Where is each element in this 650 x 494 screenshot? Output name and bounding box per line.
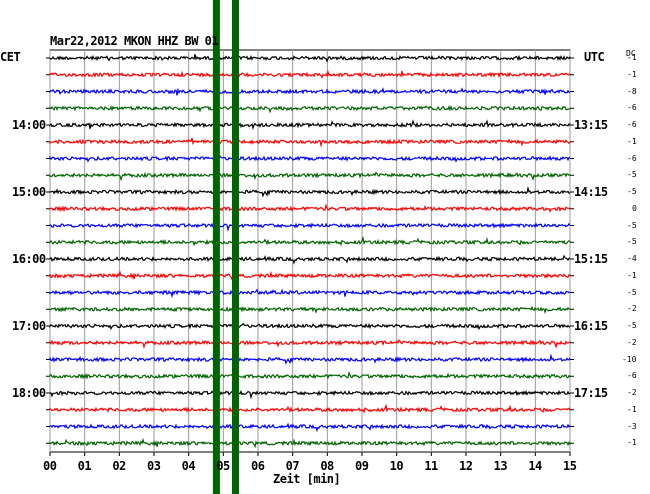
trace-10 bbox=[49, 222, 571, 232]
trace-8 bbox=[49, 185, 571, 198]
grid bbox=[46, 49, 574, 456]
left-hour-label-4: 18:00 bbox=[12, 386, 46, 400]
x-tick-label-10: 10 bbox=[389, 459, 404, 473]
trace-4 bbox=[49, 119, 571, 131]
trace-15 bbox=[49, 305, 571, 315]
dc-offset-18: -10 bbox=[622, 354, 637, 364]
x-tick-label-3: 03 bbox=[147, 459, 161, 473]
cet-label: CET bbox=[0, 50, 21, 64]
highlight-lines bbox=[212, 0, 239, 494]
right-hour-label-4: 17:15 bbox=[574, 386, 608, 400]
x-tick-label-2: 02 bbox=[112, 459, 126, 473]
x-tick-label-15: 15 bbox=[563, 459, 577, 473]
utc-label: UTC bbox=[584, 50, 605, 64]
x-axis-label: Zeit [min] bbox=[273, 472, 341, 486]
x-tick-label-0: 00 bbox=[43, 459, 57, 473]
trace-16 bbox=[49, 322, 571, 331]
dc-offset-12: -4 bbox=[627, 254, 637, 263]
right-hour-label-1: 14:15 bbox=[574, 185, 608, 199]
trace-5 bbox=[49, 137, 571, 148]
dc-offset-10: -5 bbox=[627, 220, 637, 230]
trace-7 bbox=[49, 171, 571, 182]
dc-offset-15: -2 bbox=[627, 304, 637, 314]
dc-offset-13: -1 bbox=[627, 270, 637, 280]
right-hour-label-0: 13:15 bbox=[574, 118, 608, 132]
x-tick-label-8: 08 bbox=[320, 459, 334, 473]
dc-offset-3: -6 bbox=[627, 103, 637, 113]
dc-offset-7: -5 bbox=[627, 170, 637, 180]
dc-offset-19: -6 bbox=[627, 371, 637, 381]
dc-offset-4: -6 bbox=[627, 120, 637, 129]
left-hour-label-2: 16:00 bbox=[12, 252, 46, 266]
traces bbox=[49, 54, 571, 449]
dc-offset-17: -2 bbox=[627, 337, 637, 347]
trace-14 bbox=[49, 288, 571, 299]
trace-11 bbox=[49, 236, 571, 247]
trace-22 bbox=[49, 422, 571, 433]
x-tick-label-6: 06 bbox=[251, 459, 265, 473]
x-tick-label-11: 11 bbox=[424, 459, 438, 473]
dc-offset-2: -8 bbox=[627, 86, 637, 96]
dc-offset-14: -5 bbox=[627, 287, 637, 297]
dc-offset-21: -1 bbox=[627, 404, 637, 414]
trace-17 bbox=[49, 338, 571, 349]
dc-offset-1: -1 bbox=[627, 69, 637, 79]
dc-offset-22: -3 bbox=[627, 421, 637, 431]
trace-2 bbox=[49, 87, 571, 96]
x-tick-label-14: 14 bbox=[528, 459, 542, 473]
right-hour-label-2: 15:15 bbox=[574, 252, 608, 266]
chart-title: Mar22,2012 MKON HHZ BW 01 bbox=[50, 34, 219, 48]
trace-9 bbox=[49, 203, 571, 214]
x-tick-label-4: 04 bbox=[181, 459, 196, 473]
trace-0 bbox=[49, 54, 571, 63]
x-tick-label-1: 01 bbox=[77, 459, 92, 473]
trace-1 bbox=[49, 69, 571, 79]
plot-frame bbox=[49, 49, 571, 453]
trace-13 bbox=[49, 270, 571, 282]
left-hour-label-1: 15:00 bbox=[12, 185, 46, 199]
trace-18 bbox=[49, 353, 571, 365]
dc-offset-20: -2 bbox=[627, 388, 637, 397]
dc-offset-23: -1 bbox=[627, 438, 637, 448]
dc-offset-16: -5 bbox=[627, 321, 637, 330]
right-hour-label-3: 16:15 bbox=[574, 319, 608, 333]
highlight-line-0 bbox=[212, 0, 220, 494]
dc-offset-11: -5 bbox=[627, 237, 637, 247]
trace-23 bbox=[49, 437, 571, 449]
trace-19 bbox=[49, 371, 571, 380]
trace-3 bbox=[49, 104, 570, 114]
x-tick-label-13: 13 bbox=[493, 459, 508, 473]
dc-offset-0: -1 bbox=[627, 53, 637, 62]
x-tick-label-9: 09 bbox=[355, 459, 369, 473]
trace-6 bbox=[49, 155, 570, 163]
left-hour-label-0: 14:00 bbox=[12, 118, 46, 132]
dc-label: DC bbox=[626, 49, 636, 58]
trace-12 bbox=[49, 254, 571, 265]
x-tick-label-12: 12 bbox=[459, 459, 473, 473]
dc-offset-6: -6 bbox=[627, 153, 637, 163]
dc-offset-9: 0 bbox=[632, 203, 637, 213]
trace-20 bbox=[50, 389, 571, 400]
x-tick-label-5: 05 bbox=[216, 459, 230, 473]
x-tick-label-7: 07 bbox=[285, 459, 300, 473]
trace-21 bbox=[49, 403, 571, 414]
dc-offset-8: -5 bbox=[627, 187, 637, 196]
left-hour-label-3: 17:00 bbox=[12, 319, 46, 333]
dc-offset-5: -1 bbox=[627, 136, 637, 146]
highlight-line-1 bbox=[231, 0, 239, 494]
